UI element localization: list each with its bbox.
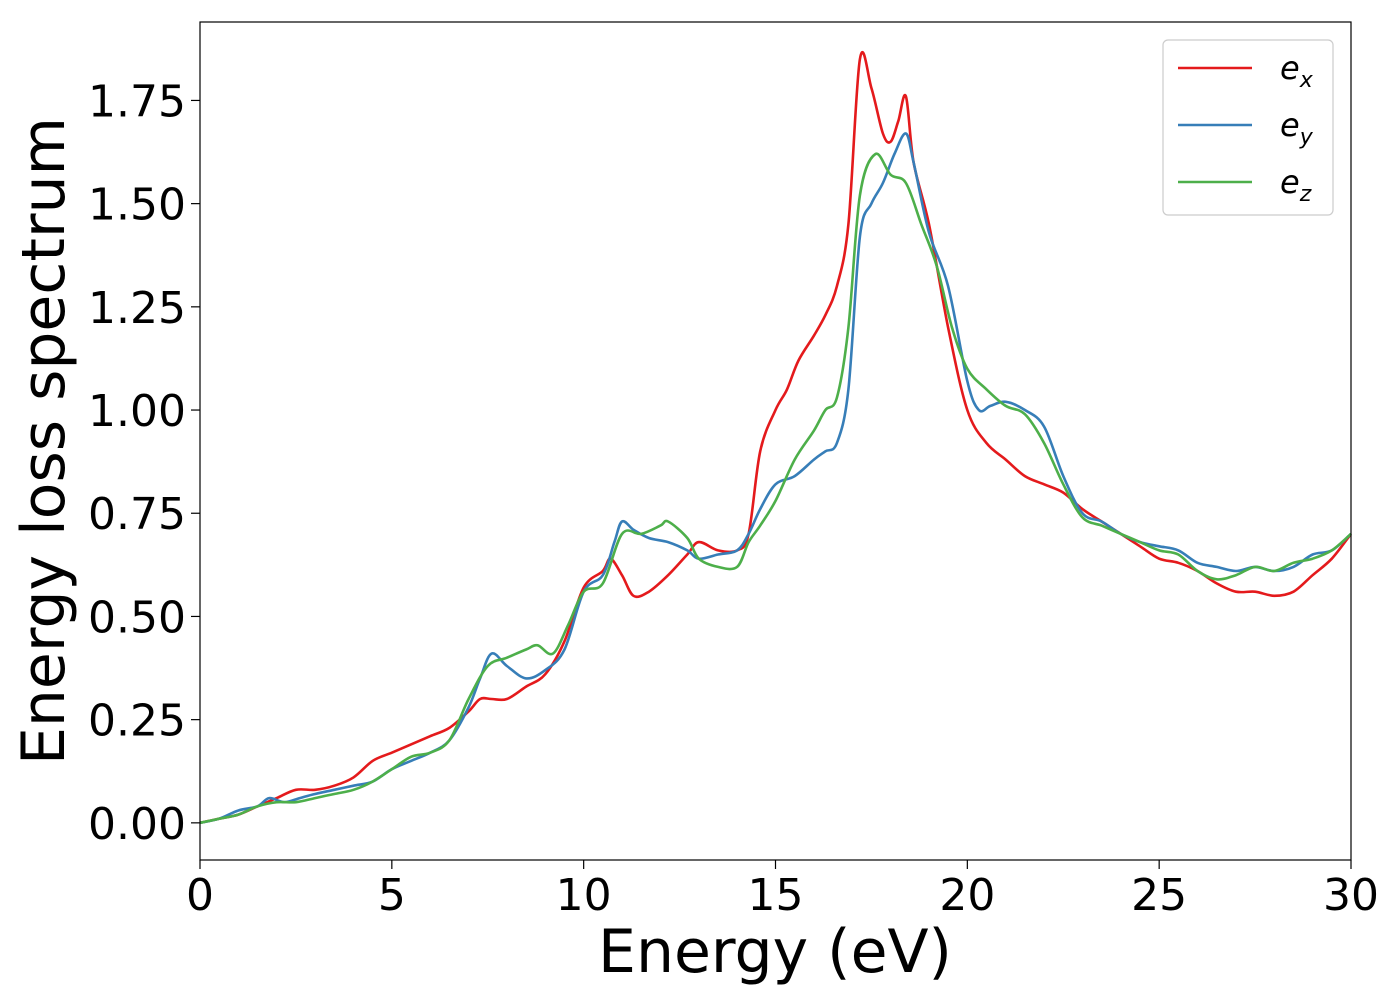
x-tick-label: 25 — [1131, 870, 1187, 921]
series-layer — [199, 50, 1353, 825]
legend: ex ey ez — [1162, 39, 1334, 216]
x-axis-title: Energy (eV) — [598, 917, 952, 987]
y-tick-label: 0.25 — [88, 696, 186, 747]
y-axis-title: Energy loss spectrum — [9, 117, 79, 765]
legend-label-z: ez — [1280, 163, 1312, 207]
y-tick-label: 1.00 — [88, 386, 186, 437]
series-line-z — [199, 152, 1352, 825]
x-axis: 0 5 10 15 20 25 30 — [186, 860, 1379, 921]
y-tick-label: 0.75 — [88, 489, 186, 540]
x-tick-label: 15 — [748, 870, 804, 921]
y-tick-label: 1.75 — [88, 76, 186, 127]
legend-label-x: ex — [1280, 49, 1314, 93]
x-tick-label: 10 — [556, 870, 612, 921]
x-tick-label: 5 — [378, 870, 406, 921]
legend-box — [1162, 39, 1334, 216]
y-tick-label: 0.50 — [88, 592, 186, 643]
y-tick-label: 1.50 — [88, 180, 186, 231]
y-tick-label: 0.00 — [88, 799, 186, 850]
x-tick-label: 20 — [939, 870, 995, 921]
legend-label-y: ey — [1280, 106, 1314, 150]
x-tick-label: 0 — [186, 870, 214, 921]
y-tick-label: 1.25 — [88, 283, 186, 334]
y-axis: 0.00 0.25 0.50 0.75 1.00 1.25 1.50 1.75 — [88, 76, 200, 850]
x-tick-label: 30 — [1323, 870, 1379, 921]
